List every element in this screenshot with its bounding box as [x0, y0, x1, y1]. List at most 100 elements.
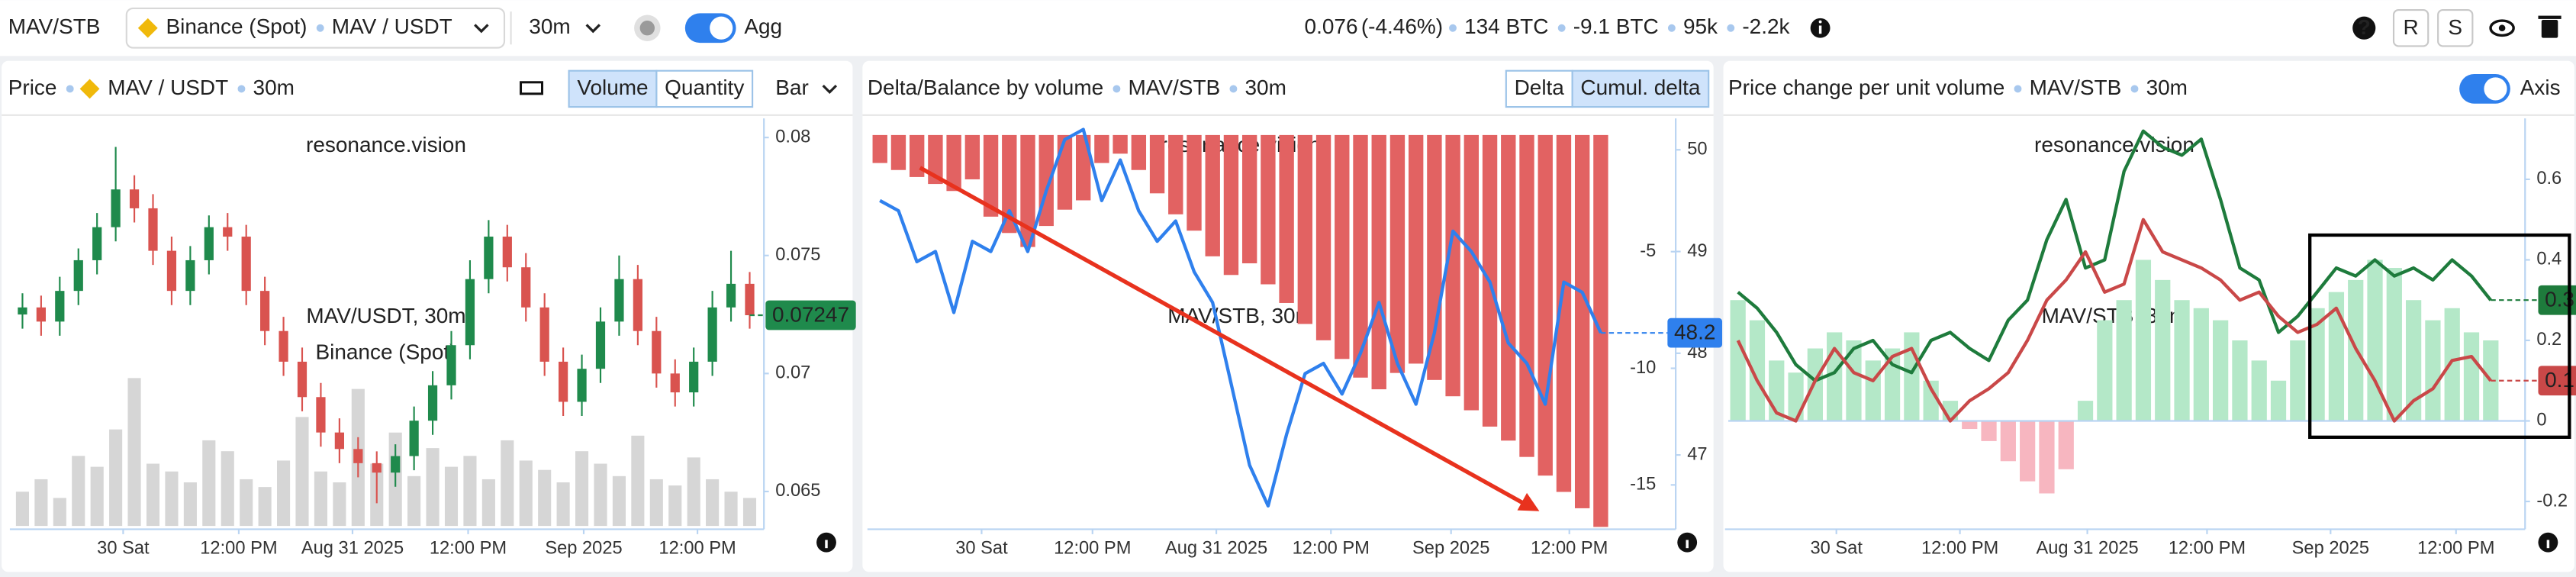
label: 134 BTC	[1464, 15, 1548, 38]
volume-bar	[575, 451, 589, 527]
x-tick-label: Aug 31 2025	[1165, 539, 1267, 559]
toolbar	[0, 0, 2576, 56]
volume-bar	[519, 460, 533, 527]
candle-body	[166, 250, 177, 292]
bar	[1353, 134, 1368, 378]
x-tick-label: 30 Sat	[97, 539, 150, 559]
candle-body	[36, 307, 46, 322]
x-tick-label: 12:00 PM	[658, 539, 736, 559]
s-button[interactable]	[2437, 8, 2474, 47]
separator-dot	[1727, 24, 1735, 32]
candle-body	[484, 237, 494, 279]
bar	[2039, 421, 2055, 494]
bar	[1389, 134, 1406, 373]
trash-icon[interactable]	[2541, 19, 2558, 38]
bar	[1846, 340, 1862, 421]
toggle-label: Volume	[577, 76, 648, 99]
volume-bar	[481, 479, 495, 527]
volume-bar	[15, 492, 29, 527]
line	[1737, 129, 2492, 382]
r-button[interactable]	[2392, 8, 2429, 47]
bar	[964, 134, 980, 179]
bar	[1923, 380, 1939, 421]
bar	[1749, 320, 1766, 421]
y-tick-label: 0.07	[775, 363, 810, 383]
volume-bar	[53, 498, 66, 527]
candle-body	[427, 385, 438, 421]
toggle-button[interactable]	[1571, 69, 1710, 108]
label: 30m	[253, 76, 295, 99]
mode-selector[interactable]: Bar	[775, 76, 809, 99]
bar	[2425, 320, 2441, 421]
bar	[1241, 134, 1257, 263]
volume-bar	[277, 460, 291, 527]
candle-body	[260, 291, 270, 331]
chevron[interactable]	[822, 84, 838, 94]
y-tick-label: 0.6	[2536, 169, 2562, 189]
bar	[1315, 134, 1331, 340]
volume-bar	[333, 482, 346, 527]
y-tick-label: 0.2	[2536, 330, 2562, 350]
label: 0.076	[1305, 15, 1358, 38]
volume-bar	[146, 463, 160, 527]
bar	[2251, 360, 2267, 421]
chevron[interactable]	[585, 24, 601, 34]
candle-body	[223, 227, 233, 237]
candle-body	[502, 237, 512, 268]
candle-body	[670, 373, 680, 393]
bar	[2328, 292, 2345, 421]
label: MAV/STB	[1129, 76, 1221, 99]
x-tick-label: 12:00 PM	[1054, 539, 1131, 559]
watermark: resonance.vision	[306, 133, 466, 156]
volume-bar	[127, 378, 141, 527]
volume-bar	[742, 498, 757, 527]
bar	[2386, 268, 2402, 421]
eye-icon[interactable]	[2489, 19, 2515, 37]
label: Delta/Balance by volume	[868, 76, 1103, 99]
candle-body	[595, 321, 606, 369]
bar	[1223, 134, 1239, 276]
separator-dot	[1667, 24, 1676, 32]
bar	[1981, 421, 1997, 441]
candle-body	[707, 307, 717, 362]
help-button[interactable]	[2352, 16, 2376, 40]
y-tick-label: 0.075	[775, 245, 820, 265]
pair-selector[interactable]	[125, 7, 506, 49]
separator-dot	[1229, 85, 1238, 93]
eye-pupil	[2498, 24, 2506, 32]
volume-bar	[668, 485, 682, 527]
bar	[1408, 134, 1424, 364]
bar	[909, 134, 925, 177]
bar	[983, 134, 999, 217]
bar	[2309, 308, 2325, 421]
bar	[1020, 134, 1035, 247]
interval[interactable]: 30m	[529, 15, 570, 38]
toolbar-button[interactable]: S	[2448, 15, 2462, 39]
toggle-button[interactable]	[1505, 69, 1573, 108]
y-tick-label: 0	[2536, 411, 2546, 430]
candle-body	[204, 227, 214, 260]
x-tick-label: Aug 31 2025	[2036, 539, 2138, 559]
bar	[1113, 134, 1128, 154]
bar	[2116, 300, 2132, 421]
y-tick-label: -15	[1630, 475, 1656, 495]
separator-dot	[316, 24, 324, 32]
toggle-label: Cumul. delta	[1580, 76, 1700, 99]
ruler-icon[interactable]	[520, 81, 544, 95]
candle-body	[92, 227, 102, 260]
toggle-button[interactable]	[655, 69, 754, 108]
volume-bar	[706, 479, 720, 527]
bar	[1538, 134, 1553, 476]
candle-body	[633, 279, 642, 331]
toolbar-button[interactable]: R	[2404, 15, 2419, 39]
y-tick-label: 0.08	[775, 127, 810, 147]
bar	[1445, 134, 1460, 397]
chevron[interactable]	[474, 24, 489, 34]
candle-body	[129, 189, 140, 208]
y-tick-label: 0.4	[2536, 250, 2562, 269]
label: MAV / USDT	[108, 76, 228, 99]
bar	[1131, 134, 1147, 170]
label: 95k	[1683, 15, 1718, 38]
candle-body	[652, 330, 662, 374]
bar	[1807, 348, 1823, 421]
